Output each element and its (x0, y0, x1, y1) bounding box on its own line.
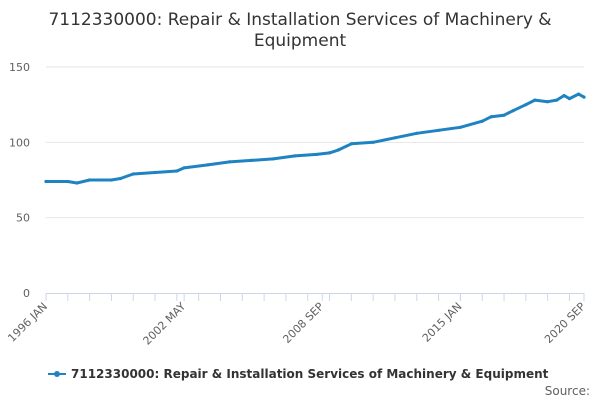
chart-title: 7112330000: Repair & Installation Servic… (48, 10, 551, 51)
data-point (576, 92, 581, 96)
data-point (271, 157, 275, 161)
data-point (118, 176, 123, 181)
x-tick-label: 1996 JAN (5, 300, 50, 345)
x-axis (45, 293, 585, 301)
data-point (582, 95, 586, 99)
legend[interactable]: 7112330000: Repair & Installation Servic… (48, 367, 549, 381)
y-tick-label: 0 (23, 287, 30, 300)
plot-series (44, 92, 586, 185)
data-point (437, 128, 441, 132)
data-point (206, 163, 210, 167)
data-point (502, 113, 506, 117)
series-line (44, 92, 586, 185)
source-label: Source: (545, 384, 590, 398)
data-point (109, 178, 113, 182)
x-tick-label: 2008 SEP (280, 300, 326, 346)
y-axis-labels: 0 50 100 150 (9, 61, 30, 300)
data-point (415, 131, 419, 135)
data-point (315, 152, 319, 156)
data-point (228, 160, 232, 164)
data-point (293, 154, 297, 158)
data-point (131, 172, 135, 176)
data-point (511, 109, 515, 113)
data-point (249, 158, 253, 162)
data-point (546, 100, 550, 104)
x-axis-labels: 1996 JAN 2002 MAY 2008 SEP 2015 JAN 2020 SEP (5, 300, 588, 348)
data-point (66, 179, 70, 184)
y-tick-label: 150 (9, 61, 30, 74)
data-point (562, 94, 566, 98)
x-tick-label: 2020 SEP (542, 300, 588, 346)
data-point (393, 136, 397, 140)
data-point (349, 142, 353, 146)
data-point (555, 98, 559, 102)
data-point (75, 181, 79, 185)
data-point (371, 140, 375, 144)
data-point (567, 97, 572, 101)
y-tick-label: 50 (16, 212, 30, 225)
data-point (44, 179, 48, 184)
data-point (480, 119, 484, 123)
legend-marker-swatch (54, 371, 60, 377)
data-point (458, 125, 462, 129)
data-point (327, 151, 332, 155)
data-point (489, 115, 493, 119)
data-point (153, 170, 157, 175)
data-point (88, 178, 92, 182)
x-tick-label: 2002 MAY (141, 300, 189, 348)
y-tick-label: 100 (9, 136, 30, 149)
data-point (337, 148, 341, 152)
data-point (533, 98, 537, 102)
chart-title-line-2: Equipment (254, 31, 347, 51)
data-point (524, 103, 528, 107)
data-point (175, 169, 179, 173)
legend-label[interactable]: 7112330000: Repair & Installation Servic… (71, 367, 549, 381)
grid-lines (46, 66, 584, 219)
data-point (182, 166, 186, 170)
chart-title-line-1: 7112330000: Repair & Installation Servic… (48, 10, 551, 30)
x-tick-label: 2015 JAN (420, 300, 465, 345)
